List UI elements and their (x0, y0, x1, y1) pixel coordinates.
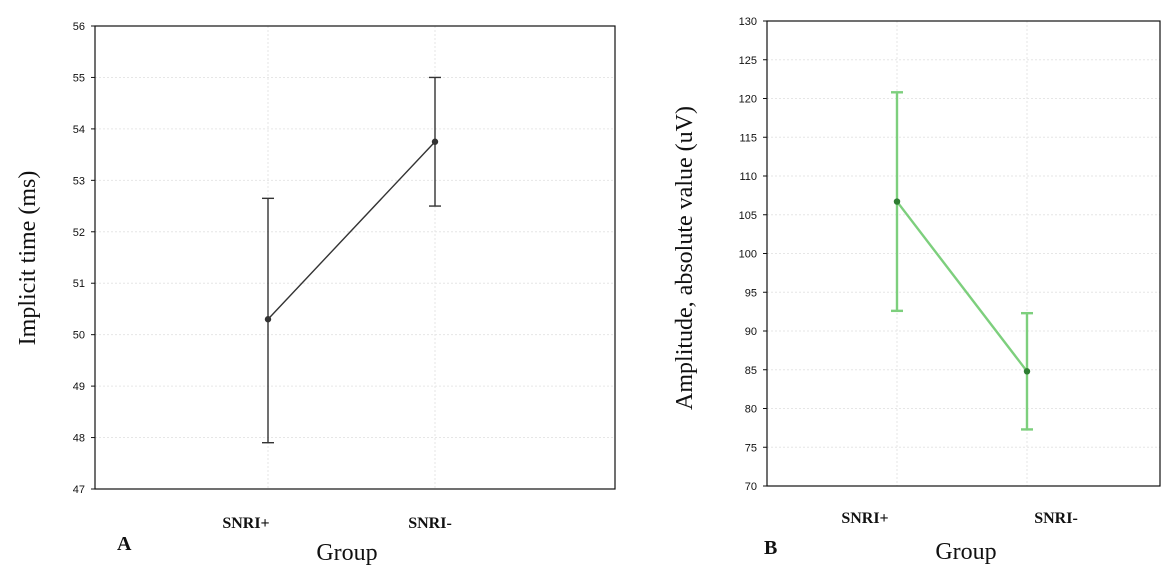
y-tick-label-a-0: 47 (73, 484, 85, 496)
data-point-b-1 (1023, 368, 1031, 375)
y-tick-label-b-11: 125 (739, 55, 757, 67)
x-tick-label-a-1: SNRI- (408, 515, 452, 532)
grid-b (767, 21, 1160, 486)
y-tick-label-a-2: 49 (73, 381, 85, 393)
panel-label-a: A (117, 533, 132, 555)
y-tick-label-b-5: 95 (745, 287, 757, 299)
y-tick-label-b-12: 130 (739, 16, 757, 28)
plot-frame-a (94, 25, 616, 490)
data-point-a-1 (431, 138, 439, 145)
y-tick-label-a-9: 56 (73, 21, 85, 33)
x-axis-title-b: Group (935, 539, 996, 565)
y-tick-label-a-8: 55 (73, 72, 85, 84)
x-axis-title-a: Group (316, 540, 377, 566)
y-tick-label-a-4: 51 (73, 278, 85, 290)
y-tick-label-b-0: 70 (745, 481, 757, 493)
y-axis-title-b: Amplitude, absolute value (uV) (672, 106, 698, 410)
panel-label-b: B (764, 537, 777, 559)
y-tick-label-a-1: 48 (73, 433, 85, 445)
x-tick-label-b-0: SNRI+ (841, 510, 888, 527)
series-a (262, 76, 441, 444)
data-point-b-0 (893, 198, 901, 205)
series-line-a-0 (267, 141, 436, 320)
y-tick-label-a-6: 53 (73, 175, 85, 187)
series-b (891, 91, 1033, 431)
y-tick-label-a-3: 50 (73, 330, 85, 342)
y-tick-label-a-5: 52 (73, 227, 85, 239)
y-tick-label-b-9: 115 (739, 132, 757, 144)
chart-panel-a: 47 48 49 50 51 52 53 54 55 56 SNRI+ SNRI- Group I… (15, 21, 616, 566)
y-tick-label-b-10: 120 (739, 94, 757, 106)
y-tick-label-b-6: 100 (739, 249, 757, 261)
x-tick-label-a-0: SNRI+ (222, 515, 269, 532)
y-tick-label-b-1: 75 (745, 442, 757, 454)
y-axis-title-a: Implicit time (ms) (15, 171, 41, 346)
y-tick-label-b-3: 85 (745, 365, 757, 377)
y-tick-label-a-7: 54 (73, 124, 85, 136)
y-tick-label-b-7: 105 (739, 210, 757, 222)
y-tick-label-b-8: 110 (739, 171, 757, 183)
y-ticks-b: 70 75 80 85 90 95 100 105 110 115 120 125 130 (739, 16, 767, 493)
y-tick-label-b-2: 80 (745, 404, 757, 416)
grid-a (95, 26, 615, 489)
data-point-a-0 (264, 316, 272, 323)
x-tick-label-b-1: SNRI- (1034, 510, 1078, 527)
y-ticks-a: 47 48 49 50 51 52 53 54 55 56 (73, 21, 95, 496)
y-tick-label-b-4: 90 (745, 326, 757, 338)
series-line-b-0 (896, 200, 1028, 373)
